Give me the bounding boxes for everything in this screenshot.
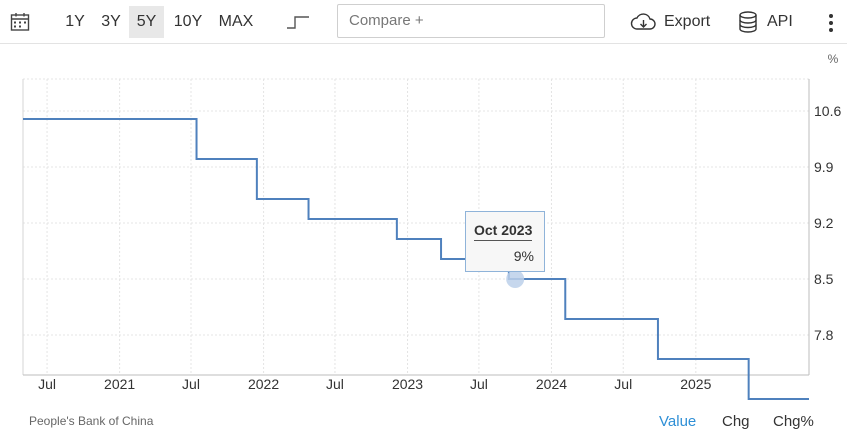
unit-label: %	[828, 52, 839, 66]
x-tick-label: 2021	[104, 376, 135, 392]
tab-chg-percent[interactable]: Chg%	[773, 413, 814, 430]
chart-tooltip: Oct 2023 9%	[465, 211, 545, 272]
tooltip-date: Oct 2023	[474, 222, 533, 241]
toolbar: 1Y 3Y 5Y 10Y MAX Compare + Export API	[0, 0, 847, 44]
range-max-button[interactable]: MAX	[218, 13, 254, 30]
compare-input[interactable]: Compare +	[337, 4, 605, 38]
api-label: API	[767, 13, 793, 30]
x-tick-label: Jul	[614, 376, 632, 392]
x-tick-label: Jul	[470, 376, 488, 392]
y-tick-label: 9.9	[814, 159, 834, 175]
y-tick-label: 8.5	[814, 271, 834, 287]
range-10y-button[interactable]: 10Y	[173, 13, 203, 30]
step-chart-icon[interactable]	[286, 13, 310, 31]
more-options-icon[interactable]	[826, 12, 836, 34]
x-tick-label: Jul	[38, 376, 56, 392]
range-1y-button[interactable]: 1Y	[65, 13, 85, 30]
x-tick-label: 2024	[536, 376, 567, 392]
calendar-icon[interactable]	[10, 12, 30, 32]
export-label: Export	[664, 13, 711, 30]
y-tick-label: 9.2	[814, 215, 834, 231]
series-line	[23, 118, 809, 400]
tooltip-value: 9%	[513, 248, 534, 264]
x-tick-label: 2022	[248, 376, 279, 392]
tab-value[interactable]: Value	[659, 413, 697, 430]
y-tick-label: 10.6	[814, 103, 841, 119]
chart-area[interactable]: 10.6 9.9 9.2 8.5 7.8 Jul 2021 Jul 2022 Jul 2023 Jul…	[0, 44, 847, 404]
tab-chg[interactable]: Chg	[722, 413, 750, 430]
y-tick-label: 7.8	[814, 327, 834, 343]
x-tick-label: 2025	[680, 376, 711, 392]
range-5y-button[interactable]: 5Y	[129, 6, 164, 38]
range-3y-button[interactable]: 3Y	[101, 13, 121, 30]
x-tick-label: Jul	[326, 376, 344, 392]
cloud-download-icon	[630, 13, 656, 30]
highlight-marker	[506, 270, 525, 288]
source-label[interactable]: People's Bank of China	[29, 414, 154, 428]
x-tick-label: Jul	[182, 376, 200, 392]
database-icon	[739, 11, 757, 33]
x-tick-label: 2023	[392, 376, 423, 392]
